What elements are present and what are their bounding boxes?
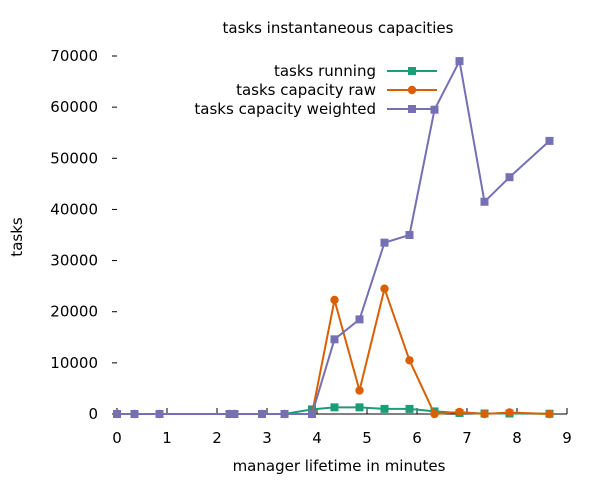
axes: 0 1 2 3 4 5 6 7 8 9 0 10000 20000 30000 40000 50000 6000… xyxy=(50,47,571,447)
data-point xyxy=(405,356,414,365)
data-point xyxy=(230,410,239,418)
data-point xyxy=(455,407,464,417)
y-tick-label: 20000 xyxy=(50,303,98,321)
data-point xyxy=(480,409,489,419)
series-2 xyxy=(113,57,554,418)
y-tick-label: 60000 xyxy=(50,98,98,116)
data-point xyxy=(505,173,514,182)
data-point xyxy=(308,410,316,418)
data-point xyxy=(155,410,164,418)
x-tick-label: 1 xyxy=(162,429,172,447)
series-1 xyxy=(112,284,554,419)
legend-marker xyxy=(408,105,416,113)
x-tick-label: 2 xyxy=(212,429,222,447)
data-point xyxy=(480,197,489,206)
x-tick-label: 3 xyxy=(262,429,272,447)
x-tick-label: 0 xyxy=(112,429,122,447)
x-tick-label: 4 xyxy=(312,429,322,447)
data-point xyxy=(113,410,121,418)
series-line xyxy=(117,287,550,415)
data-point xyxy=(330,295,339,305)
data-point xyxy=(430,409,439,419)
plot-area xyxy=(112,57,554,419)
data-point xyxy=(355,315,364,324)
legend-label: tasks capacity weighted xyxy=(194,100,376,118)
data-point xyxy=(355,403,364,412)
data-point xyxy=(280,410,289,418)
data-point xyxy=(258,410,266,418)
y-axis-label: tasks xyxy=(8,217,26,257)
x-tick-label: 5 xyxy=(362,429,372,447)
legend-marker xyxy=(407,85,417,95)
data-point xyxy=(545,136,554,145)
y-tick-label: 10000 xyxy=(50,354,98,372)
x-tick-label: 9 xyxy=(562,429,572,447)
x-tick-label: 7 xyxy=(462,429,472,447)
data-point xyxy=(380,238,389,247)
y-tick-label: 30000 xyxy=(50,252,98,270)
data-point xyxy=(130,410,139,418)
data-point xyxy=(455,57,464,66)
data-point xyxy=(405,404,414,413)
data-point xyxy=(330,403,339,412)
data-point xyxy=(380,404,389,413)
y-tick-label: 0 xyxy=(88,405,98,423)
chart-title: tasks instantaneous capacities xyxy=(223,19,454,37)
legend-label: tasks capacity raw xyxy=(236,81,376,99)
y-tick-label: 50000 xyxy=(50,149,98,167)
data-point xyxy=(505,408,514,417)
data-point xyxy=(405,231,414,239)
y-tick-label: 40000 xyxy=(50,200,98,218)
x-tick-label: 8 xyxy=(512,429,522,447)
legend-marker xyxy=(408,67,416,75)
data-point xyxy=(545,409,554,419)
data-point xyxy=(225,410,234,418)
x-axis-label: manager lifetime in minutes xyxy=(233,457,446,475)
data-point xyxy=(355,386,364,395)
data-point xyxy=(380,284,389,293)
legend-label: tasks running xyxy=(274,62,376,80)
data-point xyxy=(330,335,339,344)
x-tick-label: 6 xyxy=(412,429,422,447)
y-tick-label: 70000 xyxy=(50,47,98,65)
